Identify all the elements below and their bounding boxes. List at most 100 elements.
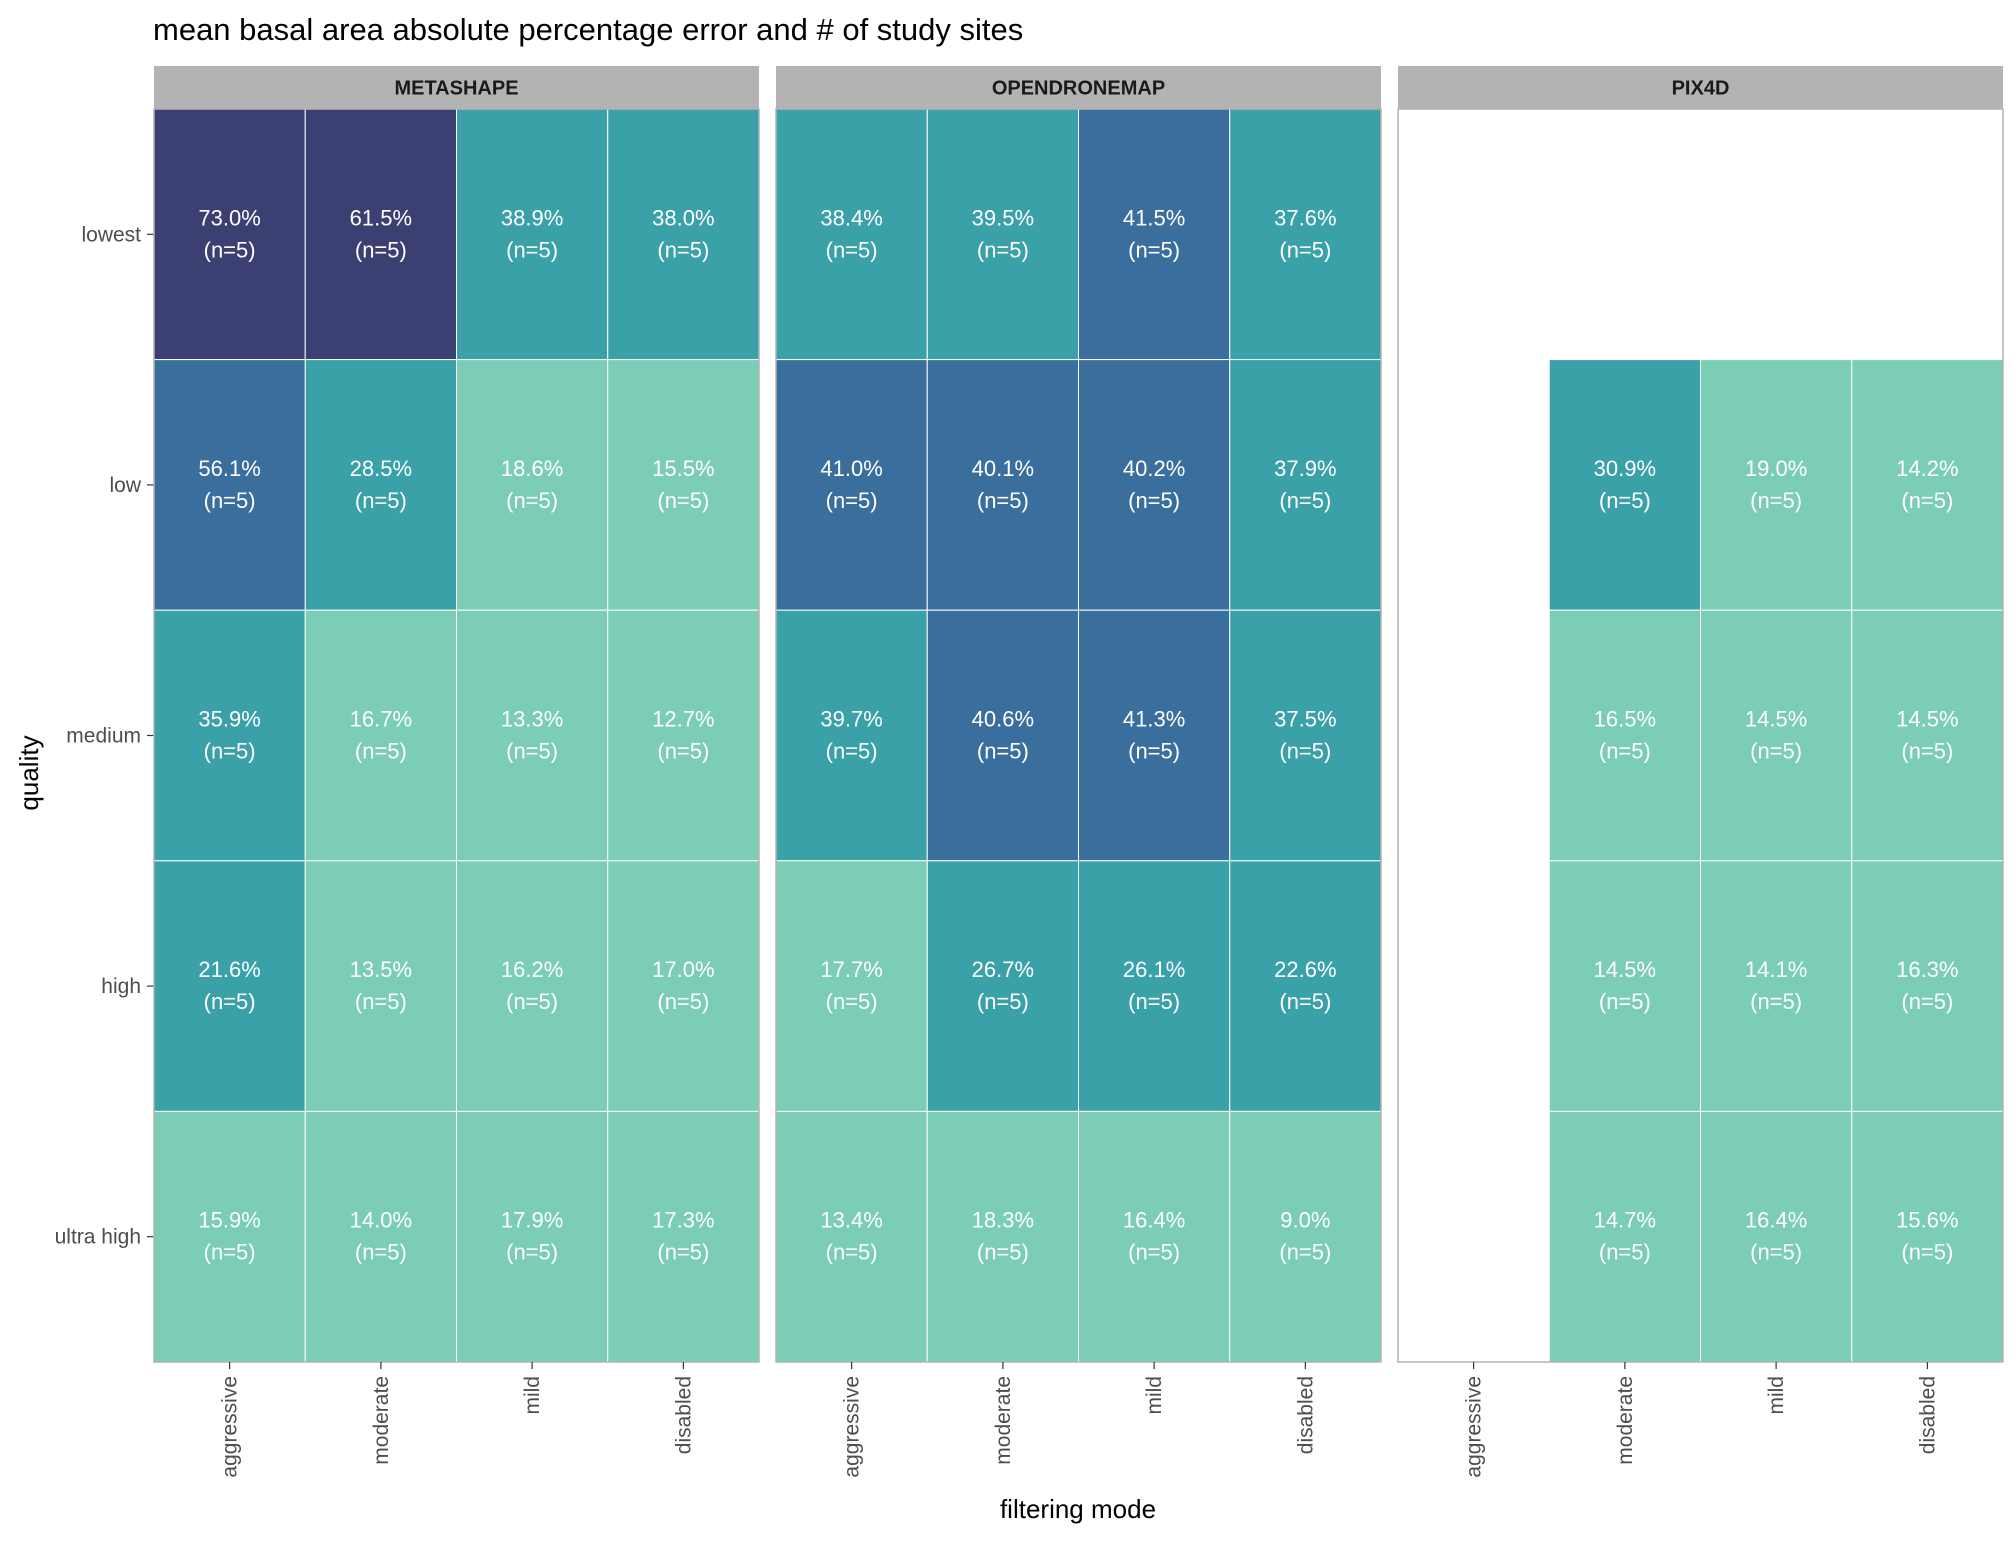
facets-layer: lowest low medium high ultra high METASHAPE 73…: [55, 66, 2004, 1478]
cell-value-label: 21.6%: [198, 957, 260, 982]
cell-value-label: 14.2%: [1896, 456, 1958, 481]
cell-count-label: (n=5): [204, 488, 256, 513]
cell-value-label: 16.7%: [350, 707, 412, 732]
heatmap-cell: [153, 108, 306, 361]
heatmap-cell: [1548, 609, 1701, 862]
heatmap-cell: [153, 1110, 306, 1363]
cell-value-label: 14.5%: [1594, 957, 1656, 982]
cell-value-label: 40.1%: [972, 456, 1034, 481]
facet-strip: [776, 66, 1381, 109]
heatmap-cell: [1078, 609, 1231, 862]
cell-value-label: 18.6%: [501, 456, 563, 481]
heatmap-cell: [304, 609, 457, 862]
cell-value-label: 16.4%: [1123, 1208, 1185, 1233]
cell-value-label: 15.9%: [198, 1208, 260, 1233]
cell-count-label: (n=5): [826, 237, 878, 262]
cell-value-label: 37.5%: [1274, 707, 1336, 732]
x-tick-label: disabled: [1916, 1376, 1939, 1454]
cell-count-label: (n=5): [977, 739, 1029, 764]
heatmap-cell: [607, 860, 760, 1112]
cell-count-label: (n=5): [1128, 237, 1180, 262]
heatmap-cell: [775, 108, 928, 361]
heatmap-cell: [1851, 359, 2004, 611]
cell-value-label: 28.5%: [350, 456, 412, 481]
cell-count-label: (n=5): [506, 237, 558, 262]
cell-value-label: 14.1%: [1745, 957, 1807, 982]
y-tick-label: medium: [66, 725, 141, 748]
facet-strip-label: METASHAPE: [394, 78, 518, 100]
cell-count-label: (n=5): [1901, 488, 1953, 513]
facet-strip: [154, 66, 759, 109]
heatmap-cell: [304, 108, 457, 361]
panel-border: [775, 108, 1382, 1363]
heatmap-cell: [1851, 860, 2004, 1112]
cell-count-label: (n=5): [1901, 1240, 1953, 1265]
heatmap-cell: [153, 860, 306, 1112]
heatmap-cell: [153, 609, 306, 862]
cell-value-label: 15.6%: [1896, 1208, 1958, 1233]
heatmap-cell: [1700, 359, 1853, 611]
cell-count-label: (n=5): [657, 488, 709, 513]
cell-value-label: 37.9%: [1274, 456, 1336, 481]
cell-value-label: 13.5%: [350, 957, 412, 982]
cell-count-label: (n=5): [977, 1240, 1029, 1265]
heatmap-cell: [1548, 860, 1701, 1112]
cell-count-label: (n=5): [506, 989, 558, 1014]
heatmap-cell: [1851, 1110, 2004, 1363]
cell-value-label: 15.5%: [652, 456, 714, 481]
heatmap-cell: [1229, 359, 1382, 611]
heatmap-cell: [304, 860, 457, 1112]
x-tick-label: moderate: [370, 1376, 393, 1465]
cell-count-label: (n=5): [1279, 739, 1331, 764]
heatmap-cell: [1078, 1110, 1231, 1363]
heatmap-cell: [1078, 108, 1231, 361]
facet-panel-opendronemap: OPENDRONEMAP 38.4% (n=5) 39.5% (n=5) 41.5% (n=…: [775, 66, 1382, 1478]
heatmap-cell: [926, 1110, 1079, 1363]
cell-count-label: (n=5): [204, 237, 256, 262]
cell-value-label: 56.1%: [198, 456, 260, 481]
cell-value-label: 30.9%: [1594, 456, 1656, 481]
cell-value-label: 14.0%: [350, 1208, 412, 1233]
cell-value-label: 38.0%: [652, 205, 714, 230]
heatmap-cell: [926, 609, 1079, 862]
cell-value-label: 14.5%: [1896, 707, 1958, 732]
y-axis-title: quality: [14, 735, 44, 810]
heatmap-cell: [456, 1110, 609, 1363]
cell-value-label: 18.3%: [972, 1208, 1034, 1233]
facet-panel-metashape: METASHAPE 73.0% (n=5) 61.5% (n=5) 38.9% (n=5) 3…: [153, 66, 760, 1478]
x-tick-label: disabled: [672, 1376, 695, 1454]
cell-value-label: 19.0%: [1745, 456, 1807, 481]
cell-count-label: (n=5): [657, 989, 709, 1014]
y-tick-label: ultra high: [55, 1226, 141, 1249]
cell-count-label: (n=5): [204, 739, 256, 764]
cell-count-label: (n=5): [1750, 739, 1802, 764]
cell-count-label: (n=5): [1901, 989, 1953, 1014]
x-tick-label: moderate: [1614, 1376, 1637, 1465]
cell-count-label: (n=5): [506, 488, 558, 513]
heatmap-cell: [926, 860, 1079, 1112]
heatmap-cell: [1229, 1110, 1382, 1363]
cell-count-label: (n=5): [1279, 989, 1331, 1014]
cell-value-label: 40.6%: [972, 707, 1034, 732]
cell-count-label: (n=5): [657, 237, 709, 262]
y-tick-label: lowest: [81, 223, 141, 246]
cell-count-label: (n=5): [977, 488, 1029, 513]
cell-value-label: 39.7%: [820, 707, 882, 732]
facet-strip: [1398, 66, 2003, 109]
heatmap-cell: [153, 359, 306, 611]
heatmap-cell: [1229, 860, 1382, 1112]
x-axis-title: filtering mode: [1000, 1494, 1156, 1524]
cell-count-label: (n=5): [506, 1240, 558, 1265]
cell-count-label: (n=5): [1599, 488, 1651, 513]
cell-value-label: 41.5%: [1123, 205, 1185, 230]
cell-value-label: 14.5%: [1745, 707, 1807, 732]
heatmap-cell: [775, 359, 928, 611]
cell-count-label: (n=5): [1599, 1240, 1651, 1265]
cell-value-label: 41.0%: [820, 456, 882, 481]
cell-count-label: (n=5): [977, 237, 1029, 262]
chart-title: mean basal area absolute percentage erro…: [153, 12, 1023, 47]
cell-value-label: 13.4%: [820, 1208, 882, 1233]
cell-count-label: (n=5): [1128, 739, 1180, 764]
cell-value-label: 17.7%: [820, 957, 882, 982]
